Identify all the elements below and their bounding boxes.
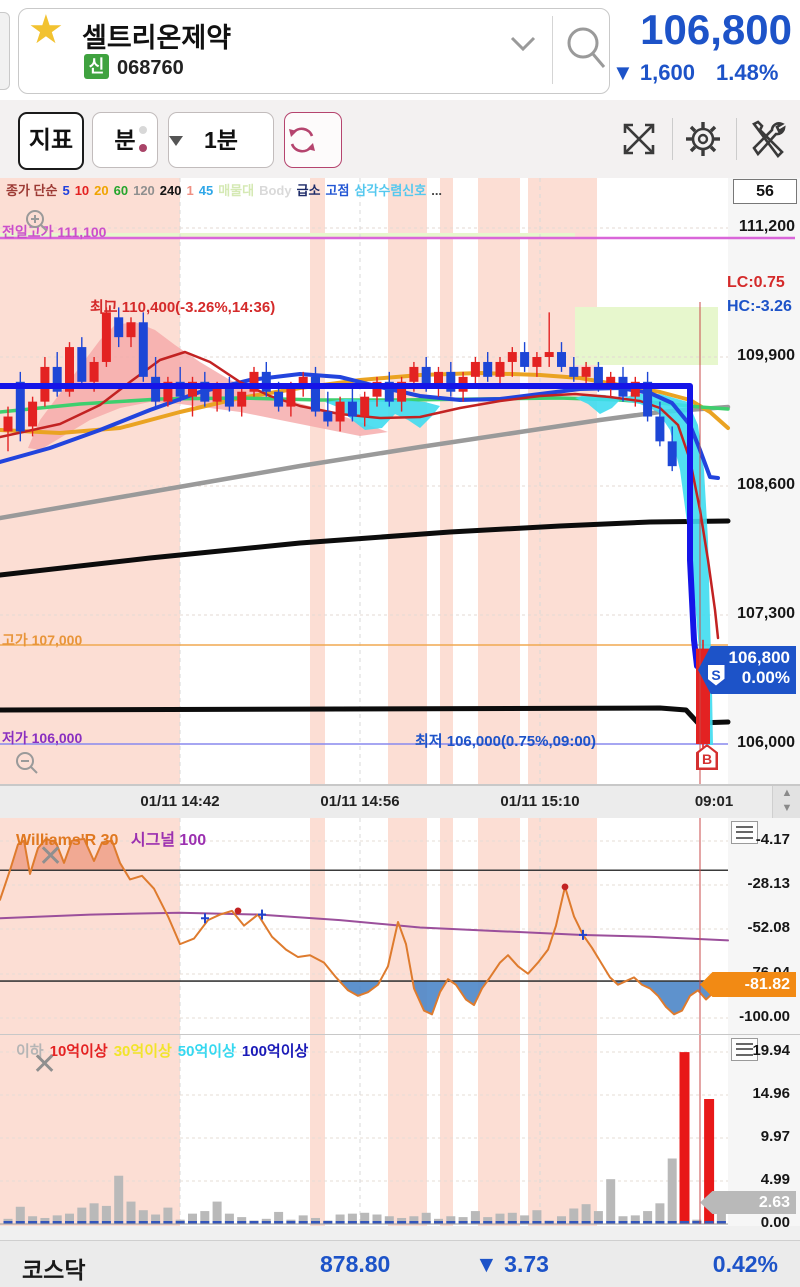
volume-legend-token: 30억이상 [113,1043,172,1060]
williams-close-icon[interactable]: ✕ [38,840,64,873]
mode-dot-top [139,126,147,134]
time-tick: 09:01 [694,793,734,810]
legend-token: ... [431,183,443,198]
new-stock-badge: 신 [84,54,109,79]
volume-legend-token: 10억이상 [49,1043,108,1060]
refresh-button[interactable] [284,112,342,168]
legend-token: 급소 [296,183,321,198]
price-change-pct: 1.48% [716,60,779,85]
stock-selector-card[interactable] [18,8,610,94]
session-high-label: 최고 110,400(-3.26%,14:36) [90,299,276,316]
axis-label: 14.96 [752,1085,790,1102]
chart-toolbar: 지표 분 1분 [0,100,800,179]
market-name: 코스닥 [22,1257,86,1283]
down-arrow-icon: ▼ [475,1251,498,1277]
legend-token: 삼각수렴신호 [354,183,427,198]
axis-label: 108,600 [737,476,795,493]
legend-token: 240 [159,183,182,198]
scroll-up-icon[interactable]: ▲ [781,787,793,799]
minute-mode-button[interactable]: 분 [92,112,158,168]
favorite-star-icon[interactable]: ★ [28,8,64,52]
volume-panel-canvas[interactable] [0,1035,800,1240]
toolbar-separator [736,118,737,160]
legend-token: 종가 단순 [6,183,58,198]
scroll-down-icon[interactable]: ▼ [781,802,793,814]
legend-token: 고점 [325,183,350,198]
axis-label: -100.00 [739,1008,790,1025]
axis-label: 109,900 [737,347,795,364]
volume-legend: 이하 10억이상 30억이상 50억이상 100억이상 [16,1040,314,1061]
prev-high-label: 전일고가 111,100 [2,224,107,240]
session-low-label: 최저 106,000(0.75%,09:00) [414,733,596,750]
axis-label: 9.97 [760,1128,790,1145]
williams-menu-icon[interactable] [731,821,758,844]
time-tick: 01/11 15:10 [500,793,580,810]
stock-code: 068760 [117,57,184,79]
legend-token: Body [259,183,292,198]
axis-label: -52.08 [747,919,790,936]
legend-token: 10 [74,183,90,198]
toolbar-separator [672,118,673,160]
axis-scroll-spinner[interactable]: ▲ ▼ [772,786,800,819]
lc-label: LC:0.75 [727,274,785,291]
volume-legend-token: 이하 [16,1043,44,1060]
time-tick: 01/11 14:42 [140,793,220,810]
bar-count-box: 56 [733,179,797,204]
main-chart-canvas[interactable] [0,178,800,785]
axis-label: -28.13 [747,875,790,892]
legend-token: 매물대 [218,183,255,198]
volume-menu-icon[interactable] [731,1038,758,1061]
legend-token: 5 [62,183,70,198]
stock-name: 셀트리온제약 [82,23,232,53]
axis-label: 19.94 [752,1042,790,1059]
axis-label: 107,300 [737,605,795,622]
time-tick: 01/11 14:56 [320,793,400,810]
sell-signal-marker: S [705,662,727,688]
market-change: ▼ 3.73 [475,1251,549,1277]
williams-value-badge: -81.82 [700,972,796,997]
market-change-pct: 0.42% [712,1251,778,1277]
axis-label: -4.17 [755,831,790,848]
legend-token: 45 [198,183,214,198]
mode-dot-bottom [139,144,147,152]
williams-panel-canvas[interactable] [0,818,800,1035]
williams-title: Williams'R 30 시그널 100 [16,832,207,849]
buy-signal-marker: B [696,744,718,770]
volume-legend-token: 50억이상 [177,1043,236,1060]
legend-token: 1 [186,183,194,198]
day-low-label: 저가 106,000 [2,730,83,746]
down-arrow-icon: ▼ [612,60,634,85]
indicator-button[interactable]: 지표 [18,112,84,170]
interval-select[interactable]: 1분 [168,112,274,168]
axis-label: 111,200 [738,218,795,235]
axis-label: 0.00 [760,1214,790,1231]
legend-token: 20 [94,183,109,198]
volume-value-badge: 2.63 [700,1191,796,1214]
hc-label: HC:-3.26 [727,298,792,315]
legend-token: 60 [113,183,129,198]
header-divider [552,16,553,84]
market-index-value: 878.80 [320,1251,391,1277]
indicator-legend: 종가 단순 5 10 20 60 120 240 1 45 매물대 Body 급소 고점 삼각수렴신호..… [6,180,706,199]
volume-close-icon[interactable]: ✕ [32,1048,58,1081]
axis-label: 106,000 [737,734,795,751]
prev-stock-tab[interactable] [0,12,10,90]
day-high-label: 고가 107,000 [2,632,83,648]
time-axis[interactable]: 01/11 14:42 01/11 14:56 01/11 15:10 09:01 ▲… [0,785,800,820]
current-price: 106,800 [640,6,792,53]
price-change: ▼ 1,600 [612,60,695,85]
axis-label: 4.99 [760,1171,790,1188]
volume-legend-token: 100억이상 [241,1043,309,1060]
legend-token: 120 [133,183,155,198]
market-index-bar[interactable]: 코스닥 878.80 ▼ 3.73 0.42% [0,1240,800,1287]
